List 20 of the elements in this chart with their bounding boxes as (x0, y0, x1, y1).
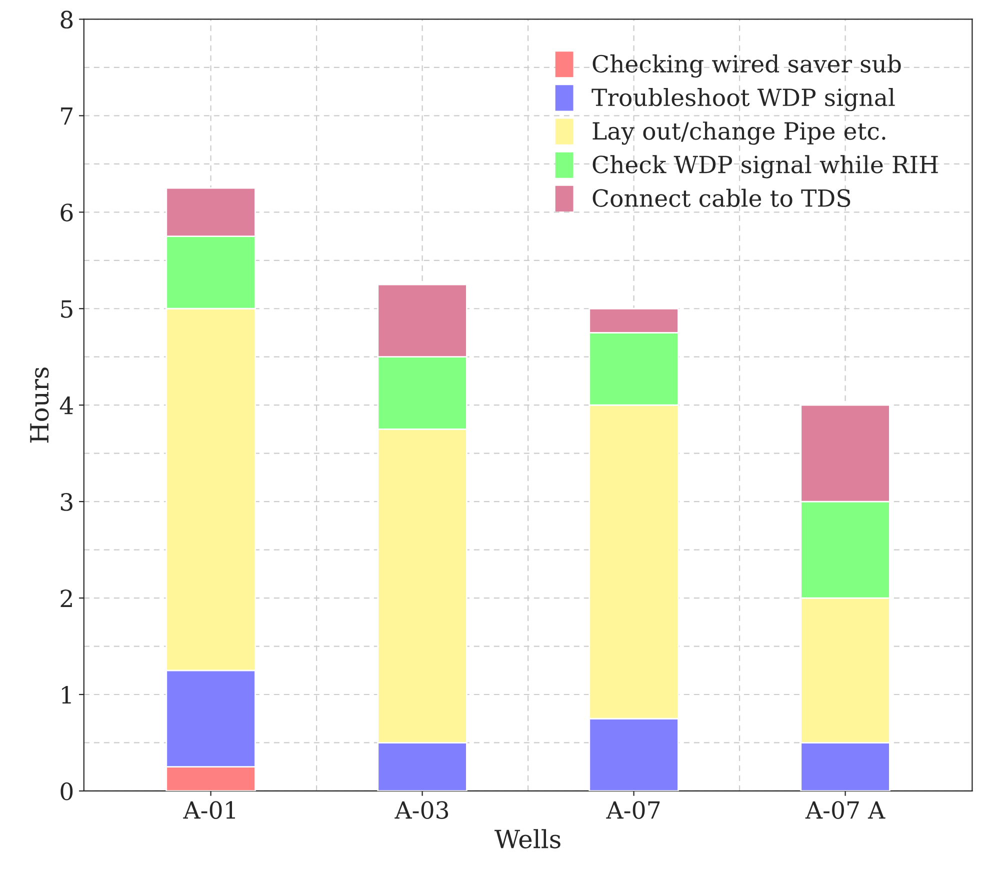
x-tick-label: A-01 (183, 801, 235, 819)
y-tick-label: 4 (60, 396, 73, 414)
legend-label: Check WDP signal while RIH (592, 155, 938, 178)
y-axis-title: Hours (30, 368, 49, 443)
legend-label: Troubleshoot WDP signal (592, 88, 895, 112)
y-tick-label: 7 (61, 107, 72, 125)
x-axis-title: Wells (494, 829, 560, 848)
legend-label: Lay out/change Pipe etc. (592, 122, 886, 145)
y-tick-label: 6 (60, 204, 73, 222)
legend-label: Connect cable to TDS (592, 188, 850, 208)
x-tick-label: A-07 (606, 801, 660, 819)
y-tick-label: 2 (60, 589, 72, 608)
x-tick-label: A-03 (394, 801, 448, 819)
y-tick-label: 0 (60, 782, 73, 800)
legend-label: Checking wired saver sub (592, 54, 901, 78)
y-tick-label: 5 (61, 300, 72, 318)
y-tick-label: 1 (62, 686, 71, 704)
y-tick-label: 3 (60, 493, 72, 511)
x-tick-label: A-07 A (805, 801, 886, 819)
y-tick-label: 8 (60, 10, 73, 29)
